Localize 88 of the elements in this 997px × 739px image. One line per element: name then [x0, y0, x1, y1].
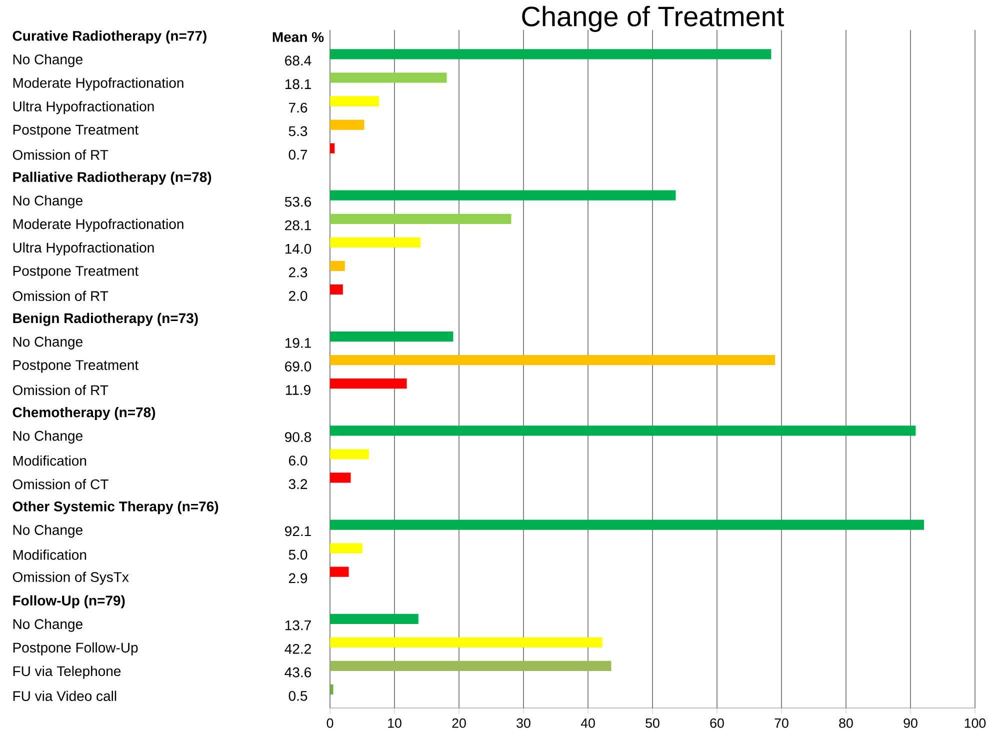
data-label: 43.6: [284, 667, 312, 678]
bar: [330, 72, 447, 83]
y-tick-label: FU via Video call: [13, 690, 116, 702]
text: Mean %: [272, 32, 324, 42]
bar: [330, 426, 916, 436]
x-tick-label: 30: [516, 718, 530, 728]
data-label: 11.9: [286, 385, 310, 395]
data-label: 53.6: [284, 196, 312, 207]
y-tick-label: Chemotherapy (n=78): [12, 407, 156, 420]
x-tick-label: 100: [964, 718, 986, 728]
data-label: 14.0: [285, 244, 312, 254]
y-tick-label: Curative Radiotherapy (n=77): [12, 30, 206, 44]
bar: [330, 120, 364, 130]
x-tick-label: 90: [904, 718, 918, 728]
x-tick-label: 60: [710, 718, 724, 728]
y-tick-label: No Change: [13, 336, 82, 350]
y-tick-label: Other Systemic Therapy (n=76): [12, 501, 218, 514]
data-label: 2.0: [288, 290, 308, 301]
data-label: 28.1: [285, 220, 311, 230]
bar: [330, 472, 351, 483]
x-tick-label: 20: [452, 718, 466, 728]
x-tick-label: 70: [774, 718, 788, 728]
y-tick-label: Ultra Hypofractionation: [13, 242, 154, 256]
bar: [330, 49, 772, 60]
data-label: 6.0: [288, 456, 308, 466]
y-tick-label: Modification: [13, 455, 86, 466]
bar: [330, 543, 362, 554]
bar: [330, 684, 334, 695]
data-label: 3.2: [288, 479, 308, 490]
bar: [330, 260, 345, 272]
data-label: 2.9: [288, 573, 308, 584]
x-tick-label: 40: [580, 718, 595, 728]
data-label: 19.1: [285, 338, 311, 348]
y-tick-label: FU via Telephone: [13, 666, 121, 679]
data-label: 68.4: [285, 56, 312, 66]
bar: [330, 355, 776, 366]
y-tick-label: Palliative Radiotherapy (n=78): [13, 172, 212, 185]
bar: [330, 566, 349, 577]
chart-title: Change of Treatment: [522, 6, 784, 32]
data-label: 5.0: [288, 550, 308, 560]
data-label: 92.1: [285, 526, 311, 536]
bar: [330, 378, 407, 389]
bar: [330, 237, 420, 248]
data-label: 5.3: [288, 126, 308, 136]
data-label: 69.0: [285, 362, 312, 372]
y-tick-label: Moderate Hypofractionation: [13, 78, 184, 91]
bar: [330, 637, 602, 648]
data-label: 7.6: [288, 102, 308, 113]
y-tick-label: Ultra Hypofractionation: [13, 101, 154, 114]
bar: [330, 143, 335, 154]
y-tick-label: No Change: [13, 524, 82, 538]
y-tick-label: Postpone Treatment: [13, 266, 138, 279]
bar: [330, 520, 924, 530]
y-tick-label: Postpone Treatment: [13, 124, 138, 138]
bar: [330, 190, 676, 200]
y-tick-label: Benign Radiotherapy (n=73): [13, 312, 198, 326]
x-tick-label: 50: [646, 718, 660, 728]
y-tick-label: No Change: [13, 430, 82, 444]
data-label: 90.8: [285, 432, 312, 442]
data-label: 2.3: [288, 267, 308, 278]
y-tick-label: Omission of CT: [12, 478, 108, 490]
data-label: 42.2: [284, 644, 311, 654]
y-tick-label: Omission of RT: [12, 150, 108, 160]
y-tick-label: No Change: [13, 54, 82, 68]
bar: [330, 331, 454, 342]
x-tick-label: 10: [388, 718, 402, 728]
data-label: 0.7: [288, 150, 308, 160]
y-tick-label: Follow-Up (n=79): [13, 595, 125, 608]
x-tick-label: 0: [326, 718, 334, 728]
y-tick-label: Omission of SysTx: [12, 572, 129, 585]
bar: [330, 284, 343, 295]
x-tick-label: 80: [839, 718, 853, 728]
bar: [330, 214, 512, 224]
y-tick-label: Modification: [13, 550, 86, 560]
data-label: 18.1: [285, 79, 311, 90]
bar: [330, 96, 380, 106]
bar: [330, 449, 369, 460]
y-tick-label: No Change: [13, 618, 82, 632]
y-tick-label: Postpone Treatment: [13, 360, 138, 373]
y-tick-label: Moderate Hypofractionation: [13, 218, 184, 232]
bar: [330, 660, 612, 672]
y-tick-label: No Change: [13, 195, 82, 208]
y-tick-label: Omission of RT: [12, 384, 108, 396]
y-tick-label: Omission of RT: [12, 290, 108, 302]
y-tick-label: Postpone Follow-Up: [13, 642, 138, 656]
data-label: 0.5: [288, 690, 308, 701]
data-label: 13.7: [285, 620, 311, 630]
bar: [330, 614, 418, 624]
